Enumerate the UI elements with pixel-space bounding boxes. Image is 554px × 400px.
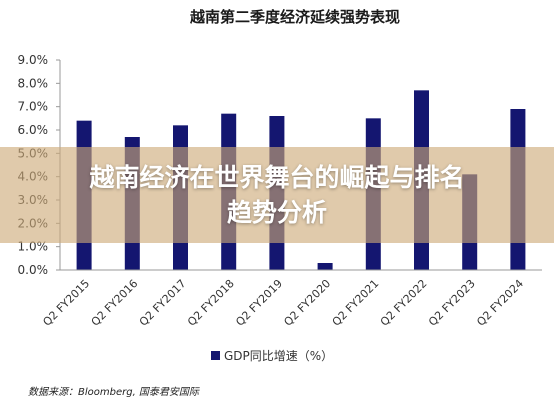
x-tick-label: Q2 FY2020 [281,277,333,329]
y-tick-label: 6.0% [18,123,49,137]
legend-swatch [211,351,220,360]
data-source: 数据来源：Bloomberg, 国泰君安国际 [28,387,199,398]
x-tick-label: Q2 FY2019 [233,277,285,329]
legend: GDP同比增速（%） [211,349,333,363]
title-banner [0,147,554,243]
y-tick-label: 0.0% [18,263,49,277]
x-tick-label: Q2 FY2023 [426,277,478,329]
x-tick-label: Q2 FY2022 [378,277,430,329]
bar [317,263,333,270]
x-tick-label: Q2 FY2016 [89,277,141,329]
x-tick-label: Q2 FY2018 [185,277,237,329]
y-tick-label: 7.0% [18,100,49,114]
y-tick-label: 1.0% [18,240,49,254]
banner-line-2: 趋势分析 [226,198,327,227]
x-tick-label: Q2 FY2015 [40,277,92,329]
y-tick-label: 8.0% [18,76,49,90]
banner-headline: 越南经济在世界舞台的崛起与排名 趋势分析 [0,160,554,230]
x-tick-label: Q2 FY2017 [137,277,189,329]
legend-label: GDP同比增速（%） [224,349,333,363]
x-tick-label: Q2 FY2024 [474,277,526,329]
y-tick-label: 9.0% [18,53,49,67]
banner-line-1: 越南经济在世界舞台的崛起与排名 [89,163,465,192]
chart-title: 越南第二季度经济延续强势表现 [189,8,400,26]
x-tick-label: Q2 FY2021 [330,277,382,329]
